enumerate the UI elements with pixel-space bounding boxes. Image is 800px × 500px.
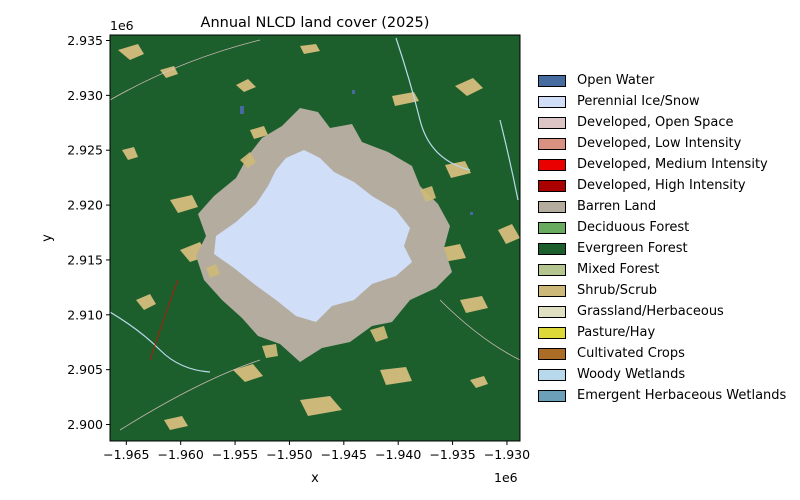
legend-item: Woody Wetlands [530, 364, 798, 385]
legend: Open Water Perennial Ice/Snow Developed, O… [530, 70, 798, 406]
legend-swatch [538, 326, 566, 339]
legend-swatch [538, 368, 566, 381]
perennial-ice-snow-area [214, 150, 412, 322]
legend-swatch [538, 116, 566, 129]
legend-label: Developed, Open Space [577, 115, 734, 130]
chart-title: Annual NLCD land cover (2025) [201, 15, 430, 31]
y-axis-label: y [40, 234, 55, 242]
legend-item: Developed, Open Space [530, 112, 798, 133]
x-axis-ticks: −1.965 −1.960 −1.955 −1.950 −1.945 −1.940 −1.9… [103, 441, 530, 462]
y-tick-label: 2.905 [67, 362, 103, 377]
x-axis-label: x [311, 471, 319, 486]
legend-item: Evergreen Forest [530, 238, 798, 259]
shrub-scrub-patches [118, 44, 520, 430]
legend-label: Developed, High Intensity [577, 178, 746, 193]
legend-swatch [538, 200, 566, 213]
x-tick-label: −1.960 [158, 447, 204, 462]
x-offset-label: 1e6 [494, 470, 518, 485]
shrub-ring [206, 152, 436, 358]
legend-label: Evergreen Forest [577, 241, 688, 256]
legend-item: Perennial Ice/Snow [530, 91, 798, 112]
x-tick-label: −1.955 [212, 447, 258, 462]
legend-swatch [538, 95, 566, 108]
legend-item: Deciduous Forest [530, 217, 798, 238]
legend-label: Shrub/Scrub [577, 283, 657, 298]
x-tick-label: −1.965 [103, 447, 149, 462]
legend-item: Emergent Herbaceous Wetlands [530, 385, 798, 406]
legend-label: Grassland/Herbaceous [577, 304, 724, 319]
legend-label: Deciduous Forest [577, 220, 690, 235]
y-tick-label: 2.935 [67, 33, 103, 48]
legend-label: Open Water [577, 73, 655, 88]
legend-item: Developed, High Intensity [530, 175, 798, 196]
legend-label: Developed, Low Intensity [577, 136, 742, 151]
legend-label: Mixed Forest [577, 262, 660, 277]
legend-item: Developed, Low Intensity [530, 133, 798, 154]
y-tick-label: 2.900 [67, 417, 103, 432]
rivers [110, 37, 519, 373]
x-tick-label: −1.935 [429, 447, 475, 462]
legend-item: Pasture/Hay [530, 322, 798, 343]
legend-swatch [538, 242, 566, 255]
legend-item: Cultivated Crops [530, 343, 798, 364]
legend-label: Barren Land [577, 199, 657, 214]
legend-item: Grassland/Herbaceous [530, 301, 798, 322]
y-tick-label: 2.925 [67, 143, 103, 158]
legend-swatch [538, 347, 566, 360]
legend-swatch [538, 74, 566, 87]
x-tick-label: −1.930 [484, 447, 530, 462]
y-tick-label: 2.920 [67, 198, 103, 213]
legend-swatch [538, 137, 566, 150]
legend-item: Barren Land [530, 196, 798, 217]
legend-swatch [538, 179, 566, 192]
legend-label: Cultivated Crops [577, 346, 685, 361]
legend-label: Emergent Herbaceous Wetlands [577, 388, 787, 403]
legend-label: Developed, Medium Intensity [577, 157, 768, 172]
legend-label: Woody Wetlands [577, 367, 686, 382]
legend-swatch [538, 263, 566, 276]
legend-swatch [538, 284, 566, 297]
open-water-patches [240, 90, 473, 215]
y-axis-ticks: 2.900 2.905 2.910 2.915 2.920 2.925 2.930 2.935 [67, 33, 110, 432]
y-tick-label: 2.910 [67, 307, 103, 322]
legend-swatch [538, 389, 566, 402]
legend-swatch [538, 158, 566, 171]
legend-label: Perennial Ice/Snow [577, 94, 700, 109]
y-tick-label: 2.915 [67, 252, 103, 267]
y-tick-label: 2.930 [67, 88, 103, 103]
land-cover-map [110, 35, 520, 441]
plot-frame [109, 34, 521, 442]
legend-label: Pasture/Hay [577, 325, 656, 340]
legend-swatch [538, 305, 566, 318]
y-offset-label: 1e6 [110, 18, 134, 33]
legend-item: Open Water [530, 70, 798, 91]
x-tick-label: −1.950 [266, 447, 312, 462]
legend-item: Shrub/Scrub [530, 280, 798, 301]
legend-swatch [538, 221, 566, 234]
x-tick-label: −1.940 [375, 447, 421, 462]
legend-item: Developed, Medium Intensity [530, 154, 798, 175]
roads [110, 39, 520, 431]
x-tick-label: −1.945 [321, 447, 367, 462]
legend-item: Mixed Forest [530, 259, 798, 280]
